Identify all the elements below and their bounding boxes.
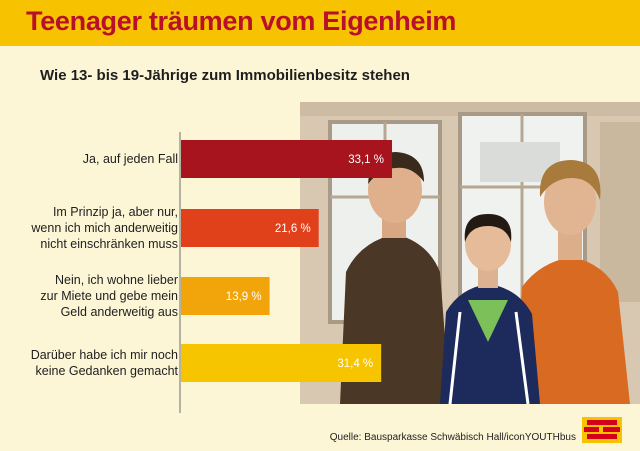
category-label: Ja, auf jeden Fall <box>82 152 178 166</box>
category-label: Nein, ich wohne lieber zur Miete und geb… <box>40 273 178 319</box>
bar-2 <box>181 209 319 247</box>
chart-subtitle: Wie 13- bis 19-Jährige zum Immobilienbes… <box>40 67 410 84</box>
bar-value-label: 13,9 % <box>226 291 262 303</box>
schwaebisch-hall-logo <box>582 417 622 443</box>
bar-value-label: 31,4 % <box>337 358 373 370</box>
header-banner: Teenager träumen vom Eigenheim <box>0 0 640 46</box>
page-title: Teenager träumen vom Eigenheim <box>26 6 457 36</box>
category-label: Darüber habe ich mir noch keine Gedanken… <box>30 348 178 378</box>
bar-value-label: 33,1 % <box>348 154 384 166</box>
category-label: Im Prinzip ja, aber nur, wenn ich mich a… <box>31 205 178 251</box>
bar-4 <box>181 344 382 382</box>
bar-3 <box>181 277 270 315</box>
bar-value-label: 21,6 % <box>275 223 311 235</box>
source-note: Quelle: Bausparkasse Schwäbisch Hall/ico… <box>329 432 576 443</box>
bricks-icon <box>584 420 620 439</box>
bar-1 <box>181 140 393 178</box>
